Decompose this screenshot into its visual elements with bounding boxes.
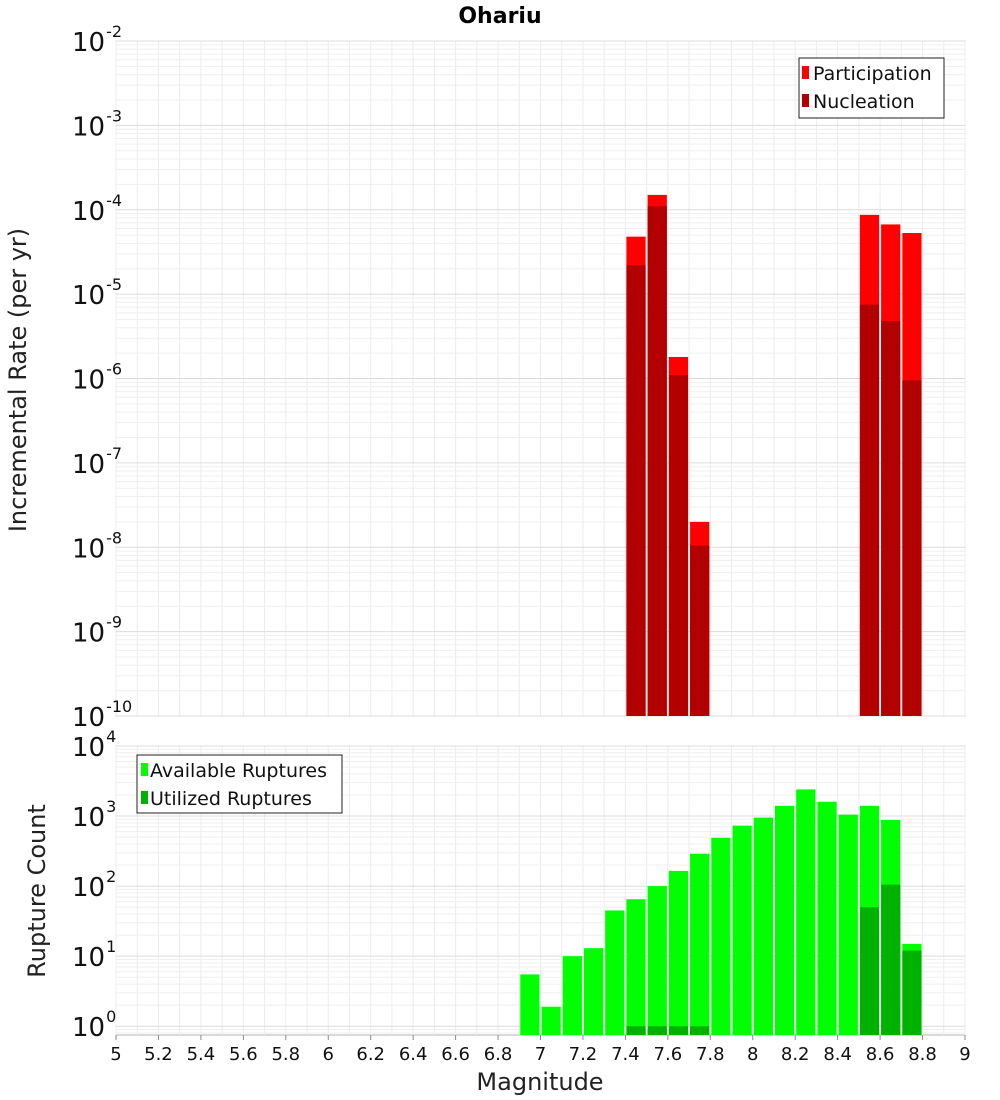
count-legend: Available Ruptures Utilized Ruptures (136, 754, 343, 814)
y-tick-label: 10-8 (72, 528, 122, 564)
bar-utilized-ruptures (881, 884, 901, 1035)
bar-nucleation (647, 206, 667, 716)
y-tick-label: 100 (72, 1007, 116, 1043)
bar-available-ruptures (605, 910, 625, 1035)
y-tick-label: 10-3 (72, 106, 122, 142)
x-tick-label: 5.8 (271, 1044, 300, 1065)
x-tick-label: 5 (110, 1044, 121, 1065)
legend-swatch-nucleation (802, 94, 809, 107)
x-tick-label: 8.6 (866, 1044, 895, 1065)
x-tick-label: 7.8 (696, 1044, 725, 1065)
x-tick-label: 5.4 (187, 1044, 216, 1065)
rate-legend-box (798, 57, 945, 119)
x-axis-label: Magnitude (476, 1068, 603, 1096)
bar-utilized-ruptures (626, 1026, 646, 1035)
bar-utilized-ruptures (647, 1026, 667, 1035)
x-ticks: 5 5.2 5.4 5.6 5.8 6 6.2 6.4 6.6 6.8 7 7.2 7.4 7.6 7.8 8… (110, 1035, 971, 1065)
legend-swatch-participation (802, 66, 809, 79)
legend-swatch-available (141, 763, 148, 776)
y-tick-label: 10-4 (72, 191, 122, 227)
bar-nucleation (626, 265, 646, 716)
bar-nucleation (881, 321, 901, 716)
bar-available-ruptures (626, 899, 646, 1035)
x-tick-label: 8.4 (823, 1044, 852, 1065)
count-bars (520, 789, 922, 1035)
rate-panel: 10-2 10-3 10-4 10-5 10-6 10-7 10-8 10-9 10-10 In… (4, 22, 966, 733)
rate-legend: Participation Nucleation (798, 57, 945, 119)
bar-available-ruptures (774, 805, 795, 1035)
count-panel: 104 103 102 101 100 Rupture Count Available … (23, 727, 971, 1096)
y-tick-label: 10-2 (72, 22, 122, 58)
bar-nucleation (902, 380, 922, 716)
bar-nucleation (668, 375, 689, 716)
x-tick-label: 6 (323, 1044, 334, 1065)
bar-available-ruptures (541, 1006, 561, 1035)
legend-swatch-utilized (141, 791, 148, 804)
x-tick-label: 6.4 (399, 1044, 428, 1065)
bar-nucleation (690, 545, 710, 716)
x-tick-label: 8.2 (781, 1044, 810, 1065)
bar-available-ruptures (817, 801, 837, 1035)
y-tick-label: 101 (72, 937, 116, 973)
rate-y-ticks: 10-2 10-3 10-4 10-5 10-6 10-7 10-8 10-9 10-10 (72, 22, 132, 733)
bar-available-ruptures (753, 817, 773, 1035)
y-tick-label: 10-10 (72, 697, 132, 733)
bar-available-ruptures (690, 853, 710, 1035)
x-tick-label: 7.4 (611, 1044, 640, 1065)
x-tick-label: 6.2 (356, 1044, 385, 1065)
x-tick-label: 6.8 (484, 1044, 513, 1065)
x-tick-label: 8.8 (908, 1044, 937, 1065)
bar-utilized-ruptures (859, 907, 880, 1035)
bar-available-ruptures (583, 948, 604, 1035)
legend-label-nucleation: Nucleation (813, 91, 915, 113)
chart-title: Ohariu (458, 4, 541, 29)
count-y-ticks: 104 103 102 101 100 (72, 727, 116, 1043)
x-tick-label: 7 (535, 1044, 546, 1065)
bar-available-ruptures (711, 837, 731, 1035)
x-tick-label: 9 (959, 1044, 970, 1065)
x-tick-label: 6.6 (441, 1044, 470, 1065)
y-tick-label: 10-9 (72, 613, 122, 649)
count-y-axis-label: Rupture Count (23, 804, 51, 978)
bar-available-ruptures (562, 956, 582, 1035)
legend-label-participation: Participation (813, 63, 932, 85)
y-tick-label: 103 (72, 797, 116, 833)
legend-label-utilized: Utilized Ruptures (150, 788, 312, 810)
bar-available-ruptures (668, 870, 689, 1035)
x-tick-label: 5.2 (144, 1044, 173, 1065)
bar-available-ruptures (838, 814, 858, 1035)
x-tick-label: 7.2 (569, 1044, 598, 1065)
y-tick-label: 102 (72, 867, 116, 903)
y-tick-label: 10-6 (72, 360, 122, 396)
y-tick-label: 104 (72, 727, 116, 763)
count-legend-box (136, 754, 343, 814)
bar-nucleation (859, 304, 880, 716)
y-tick-label: 10-7 (72, 444, 122, 480)
bar-utilized-ruptures (690, 1026, 710, 1035)
bar-available-ruptures (520, 974, 540, 1035)
x-tick-label: 5.6 (229, 1044, 258, 1065)
x-tick-label: 8 (747, 1044, 758, 1065)
rate-y-axis-label: Incremental Rate (per yr) (4, 228, 32, 532)
bar-available-ruptures (796, 789, 816, 1035)
legend-label-available: Available Ruptures (150, 760, 327, 782)
bar-utilized-ruptures (668, 1026, 689, 1035)
bar-available-ruptures (647, 886, 667, 1035)
bar-utilized-ruptures (902, 950, 922, 1035)
y-tick-label: 10-5 (72, 275, 122, 311)
bar-available-ruptures (732, 825, 752, 1035)
x-tick-label: 7.6 (654, 1044, 683, 1065)
rate-grid (115, 40, 966, 717)
rate-bars (626, 194, 922, 717)
